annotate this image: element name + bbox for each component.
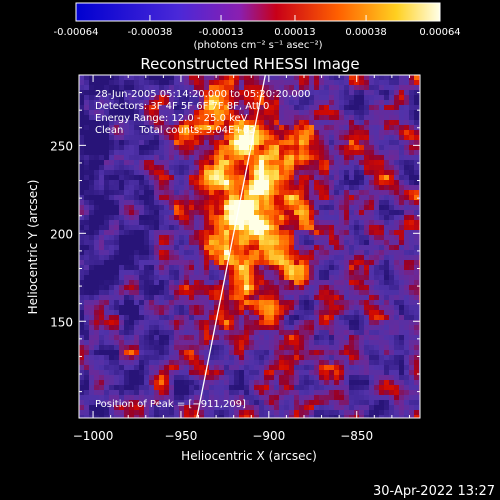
info-line: Detectors: 3F 4F 5F 6F 7F 8F, Att 0 <box>95 101 269 112</box>
colorbar-tick-label: 0.00013 <box>274 27 315 38</box>
timestamp: 30-Apr-2022 13:27 <box>373 484 495 499</box>
y-axis-label: Heliocentric Y (arcsec) <box>26 180 40 315</box>
colorbar-tick-label: -0.00038 <box>127 27 172 38</box>
colorbar-tick-label: -0.00064 <box>54 27 99 38</box>
x-axis-label: Heliocentric X (arcsec) <box>181 449 317 463</box>
colorbar-tick-label: -0.00013 <box>199 27 244 38</box>
heatmap-image <box>79 75 420 418</box>
x-tick-label: −950 <box>164 429 197 443</box>
info-line: 28-Jun-2005 05:14:20.000 to 05:20:20.000 <box>95 89 311 100</box>
info-line: Clean Total counts: 3.04E+03 <box>95 125 255 136</box>
colorbar-ticks: -0.00064 -0.00038 -0.00013 0.00013 0.00038 0.… <box>54 15 461 38</box>
x-tick-label: −1000 <box>73 429 114 443</box>
y-tick-label: 200 <box>50 227 73 241</box>
x-tick-label: −850 <box>340 429 373 443</box>
info-text-block: 28-Jun-2005 05:14:20.000 to 05:20:20.000… <box>95 89 311 136</box>
peak-position-label: Position of Peak = [−911,209] <box>95 399 246 410</box>
y-tick-label: 250 <box>50 139 73 153</box>
info-line: Energy Range: 12.0 - 25.0 keV <box>95 113 248 124</box>
axis-ticks: −1000 −950 −900 −850 150 200 250 <box>50 74 420 443</box>
colorbar-units-label: (photons cm⁻² s⁻¹ asec⁻²) <box>193 40 322 51</box>
colorbar-tick-label: 0.00064 <box>419 27 460 38</box>
x-tick-label: −900 <box>252 429 285 443</box>
solar-limb-line <box>196 75 266 418</box>
y-tick-label: 150 <box>50 315 73 329</box>
chart-title: Reconstructed RHESSI Image <box>140 55 359 73</box>
plot-frame <box>78 74 421 419</box>
colorbar <box>75 2 441 22</box>
colorbar-tick-label: 0.00038 <box>345 27 386 38</box>
